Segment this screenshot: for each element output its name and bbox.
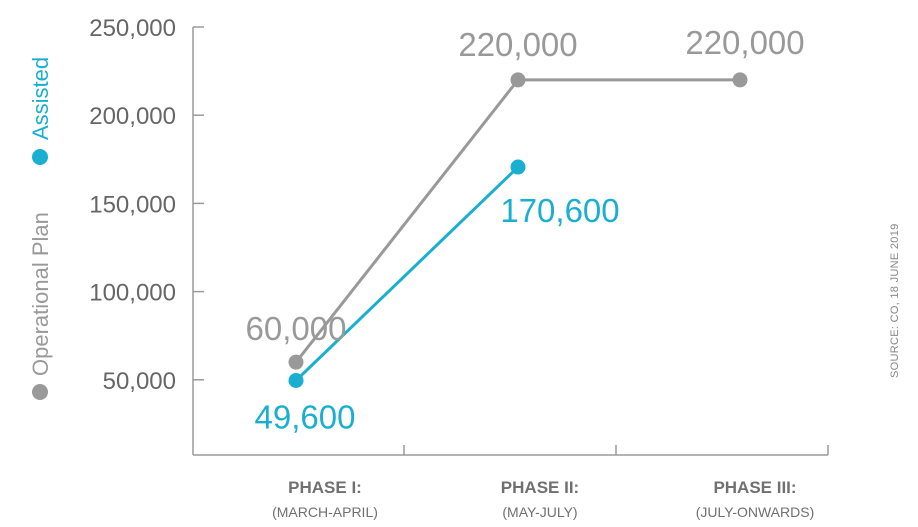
data-point-assisted [510,159,526,175]
data-label-assisted: 170,600 [500,192,619,229]
category-title: PHASE II: [501,478,579,497]
data-point-operational-plan [732,72,748,88]
series-lines [294,78,740,382]
data-label-operational-plan: 220,000 [458,26,577,63]
category-title: PHASE III: [713,478,796,497]
x-axis-ticks [403,445,829,455]
data-label-assisted: 49,600 [255,399,356,436]
data-point-operational-plan [288,354,304,370]
category-title: PHASE I: [288,478,362,497]
y-axis-ticks: 50,000 100,000 150,000 200,000 250,000 [89,15,204,395]
source-note: SOURCE: CO, 18 JUNE 2019 [889,223,901,378]
point-labels: 60,000 220,000 220,000 49,600 170,600 [246,24,805,436]
legend-label-operational-plan: Operational Plan [28,212,53,376]
y-tick-label: 150,000 [89,191,176,218]
data-point-assisted [288,373,304,389]
category-labels: PHASE I: (MARCH-APRIL) PHASE II: (MAY-JULY)… [272,478,814,520]
legend-marker-operational-plan [32,384,48,400]
series-line-assisted [294,165,520,382]
category-subtitle: (MARCH-APRIL) [272,504,378,520]
data-label-operational-plan: 60,000 [246,310,347,347]
y-tick-label: 50,000 [103,368,176,395]
series-points [288,72,748,389]
legend-label-assisted: Assisted [28,57,53,140]
legend: Operational Plan Assisted [28,57,53,400]
data-point-operational-plan [510,72,526,88]
y-tick-label: 100,000 [89,280,176,307]
category-subtitle: (JULY-ONWARDS) [696,504,815,520]
y-tick-label: 250,000 [89,15,176,42]
category-subtitle: (MAY-JULY) [502,504,577,520]
legend-marker-assisted [32,149,48,165]
data-label-operational-plan: 220,000 [685,24,804,61]
y-tick-label: 200,000 [89,103,176,130]
